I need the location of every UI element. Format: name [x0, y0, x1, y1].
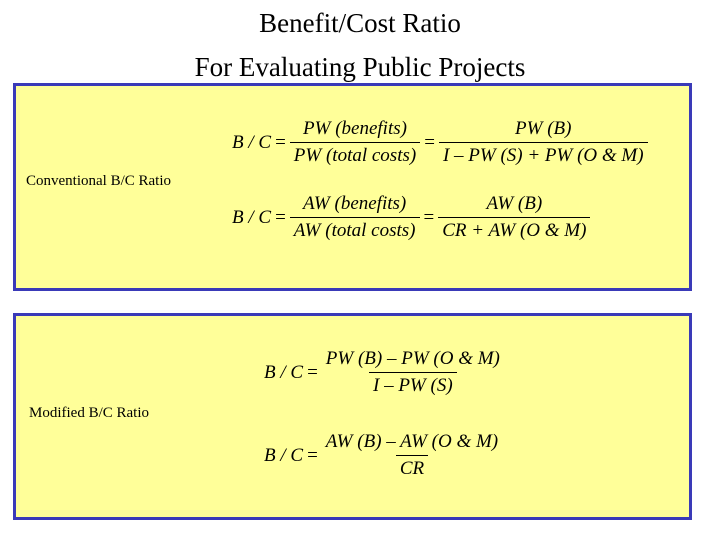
formula-lhs: B / C [264, 444, 304, 466]
conventional-pw-formula: B / C = PW (benefits) PW (total costs) =… [232, 118, 650, 167]
fraction-aw-benefits: AW (benefits) AW (total costs) [289, 193, 420, 242]
denominator: AW (total costs) [289, 217, 420, 242]
equals-sign: = [275, 131, 286, 153]
fraction-pw-benefits: PW (benefits) PW (total costs) [289, 118, 421, 167]
denominator: I – PW (S) + PW (O & M) [438, 142, 648, 167]
conventional-ratio-label: Conventional B/C Ratio [26, 173, 171, 189]
equals-sign: = [424, 131, 435, 153]
denominator: CR [395, 455, 429, 480]
conventional-aw-formula: B / C = AW (benefits) AW (total costs) =… [232, 193, 592, 242]
fraction-modified-aw: AW (B) – AW (O & M) CR [322, 431, 502, 480]
fraction-pw-b: PW (B) I – PW (S) + PW (O & M) [438, 118, 648, 167]
denominator: I – PW (S) [369, 372, 457, 397]
denominator: CR + AW (O & M) [438, 217, 591, 242]
fraction-modified-pw: PW (B) – PW (O & M) I – PW (S) [322, 348, 504, 397]
numerator: PW (benefits) [303, 118, 407, 139]
numerator: PW (B) – PW (O & M) [325, 348, 500, 369]
numerator: AW (B) – AW (O & M) [325, 431, 499, 452]
conventional-ratio-panel: Conventional B/C Ratio B / C = PW (benef… [13, 83, 692, 291]
equals-sign: = [423, 206, 435, 228]
page-title: Benefit/Cost Ratio [259, 8, 461, 38]
formula-lhs: B / C [264, 361, 304, 383]
equals-sign: = [307, 361, 318, 383]
equals-sign: = [275, 206, 286, 228]
formula-lhs: B / C [232, 131, 272, 153]
page-subtitle: For Evaluating Public Projects [194, 52, 526, 82]
denominator: PW (total costs) [289, 142, 421, 167]
numerator: PW (B) [515, 118, 572, 139]
formula-lhs: B / C [232, 206, 272, 228]
modified-aw-formula: B / C = AW (B) – AW (O & M) CR [264, 431, 504, 480]
modified-ratio-label: Modified B/C Ratio [29, 405, 149, 421]
fraction-aw-b: AW (B) CR + AW (O & M) [438, 193, 591, 242]
numerator: AW (B) [486, 193, 543, 214]
modified-ratio-panel: Modified B/C Ratio B / C = PW (B) – PW (… [13, 313, 692, 520]
numerator: AW (benefits) [303, 193, 407, 214]
modified-pw-formula: B / C = PW (B) – PW (O & M) I – PW (S) [264, 348, 506, 397]
equals-sign: = [307, 444, 318, 466]
